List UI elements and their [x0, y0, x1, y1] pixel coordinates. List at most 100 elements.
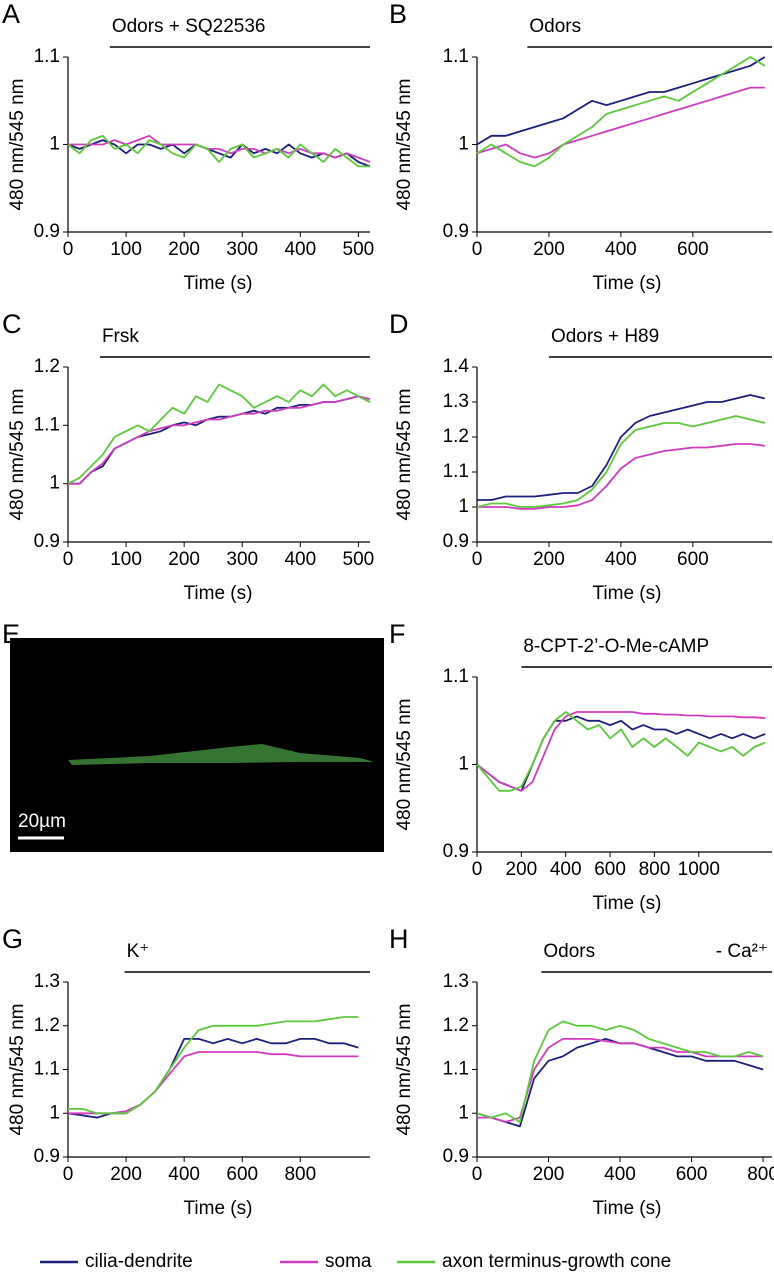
- y-axis-label: 480 nm/545 nm: [394, 388, 415, 520]
- x-tick-label: 600: [226, 1164, 258, 1185]
- y-tick-label: 1.1: [443, 666, 469, 687]
- panel-label: B: [389, 0, 407, 29]
- series-line: [67, 134, 370, 168]
- panel-label: A: [2, 0, 20, 29]
- y-tick-label: 1: [458, 496, 469, 517]
- x-tick-label: 500: [343, 239, 375, 260]
- x-tick-label: 400: [168, 1164, 200, 1185]
- x-tick-label: 1000: [678, 859, 720, 880]
- y-tick-label: 1.3: [34, 971, 60, 992]
- y-tick-label: 0.9: [443, 531, 469, 552]
- panel-label: H: [389, 924, 409, 954]
- y-tick-label: 1.4: [443, 356, 470, 377]
- x-tick-label: 100: [110, 549, 142, 570]
- panel-label: D: [389, 309, 409, 339]
- x-axis-label: Time (s): [593, 583, 662, 604]
- series-line: [476, 56, 766, 146]
- series-line: [68, 395, 371, 485]
- y-tick-label: 0.9: [34, 1146, 60, 1167]
- y-tick-label: 1.2: [34, 356, 60, 377]
- micrograph: [10, 638, 384, 852]
- y-tick-label: 1.1: [34, 1059, 60, 1080]
- x-tick-label: 400: [284, 549, 316, 570]
- x-tick-label: 200: [533, 1164, 565, 1185]
- x-tick-label: 0: [472, 1164, 483, 1185]
- y-axis-label: 480 nm/545 nm: [394, 698, 415, 830]
- y-tick-label: 1: [49, 134, 60, 155]
- y-tick-label: 0.9: [443, 1146, 469, 1167]
- x-tick-label: 300: [226, 239, 258, 260]
- x-tick-label: 400: [605, 549, 637, 570]
- x-tick-label: 600: [676, 1164, 708, 1185]
- x-tick-label: 0: [472, 549, 483, 570]
- x-axis-label: Time (s): [184, 273, 253, 294]
- y-tick-label: 1.3: [443, 391, 469, 412]
- x-tick-label: 400: [604, 1164, 636, 1185]
- x-tick-label: 0: [63, 239, 74, 260]
- stimulus-label: Odors + H89: [551, 326, 659, 347]
- panel-label: G: [2, 924, 23, 954]
- series-line: [476, 415, 766, 508]
- x-tick-label: 0: [472, 239, 483, 260]
- x-tick-label: 800: [284, 1164, 316, 1185]
- x-tick-label: 600: [594, 859, 626, 880]
- series-line: [477, 394, 766, 501]
- series-line: [67, 1038, 359, 1119]
- x-tick-label: 0: [63, 549, 74, 570]
- y-tick-label: 1.2: [443, 1015, 469, 1036]
- x-tick-label: 200: [110, 1164, 142, 1185]
- y-axis-label: 480 nm/545 nm: [394, 1003, 415, 1135]
- x-tick-label: 100: [110, 239, 142, 260]
- x-axis-label: Time (s): [593, 273, 662, 294]
- y-tick-label: 1.1: [443, 46, 469, 67]
- x-tick-label: 200: [168, 239, 200, 260]
- panel-label: F: [389, 619, 406, 649]
- y-tick-label: 1.2: [443, 426, 469, 447]
- y-tick-label: 1.1: [443, 1059, 469, 1080]
- x-tick-label: 400: [605, 239, 637, 260]
- legend-label: cilia-dendrite: [85, 1251, 193, 1272]
- x-tick-label: 200: [506, 859, 538, 880]
- panel-label: C: [2, 309, 22, 339]
- series-line: [476, 1038, 764, 1128]
- x-tick-label: 0: [63, 1164, 74, 1185]
- y-tick-label: 1.2: [34, 1015, 60, 1036]
- series-line: [477, 443, 765, 510]
- x-tick-label: 200: [533, 239, 565, 260]
- y-tick-label: 1.1: [34, 414, 60, 435]
- x-tick-label: 0: [472, 859, 483, 880]
- x-tick-label: 500: [343, 549, 375, 570]
- x-tick-label: 400: [550, 859, 582, 880]
- y-axis-label: 480 nm/545 nm: [7, 78, 28, 210]
- y-axis-label: 480 nm/545 nm: [394, 78, 415, 210]
- y-axis-label: 480 nm/545 nm: [7, 388, 28, 520]
- stimulus-label: Odors + SQ22536: [112, 16, 266, 37]
- y-tick-label: 1.3: [443, 971, 469, 992]
- y-tick-label: 1: [458, 1102, 469, 1123]
- series-line: [68, 1051, 359, 1115]
- y-axis-label: 480 nm/545 nm: [7, 1003, 28, 1135]
- series-line: [67, 383, 371, 485]
- series-line: [476, 711, 766, 792]
- x-tick-label: 200: [168, 549, 200, 570]
- series-line: [477, 1038, 764, 1123]
- y-tick-label: 0.9: [34, 531, 60, 552]
- x-axis-label: Time (s): [593, 893, 662, 914]
- y-tick-label: 1: [49, 1102, 60, 1123]
- x-axis-label: Time (s): [184, 1198, 253, 1219]
- y-tick-label: 0.9: [34, 221, 60, 242]
- x-tick-label: 800: [747, 1164, 774, 1185]
- x-tick-label: 200: [533, 549, 565, 570]
- y-tick-label: 1: [49, 473, 60, 494]
- series-line: [476, 86, 765, 159]
- x-tick-label: 600: [677, 549, 709, 570]
- y-tick-label: 1.1: [34, 46, 60, 67]
- series-line: [476, 715, 766, 792]
- x-tick-label: 600: [677, 239, 709, 260]
- x-tick-label: 400: [284, 239, 316, 260]
- series-line: [476, 1020, 764, 1123]
- y-tick-label: 0.9: [443, 841, 469, 862]
- scale-label: 20µm: [18, 811, 66, 832]
